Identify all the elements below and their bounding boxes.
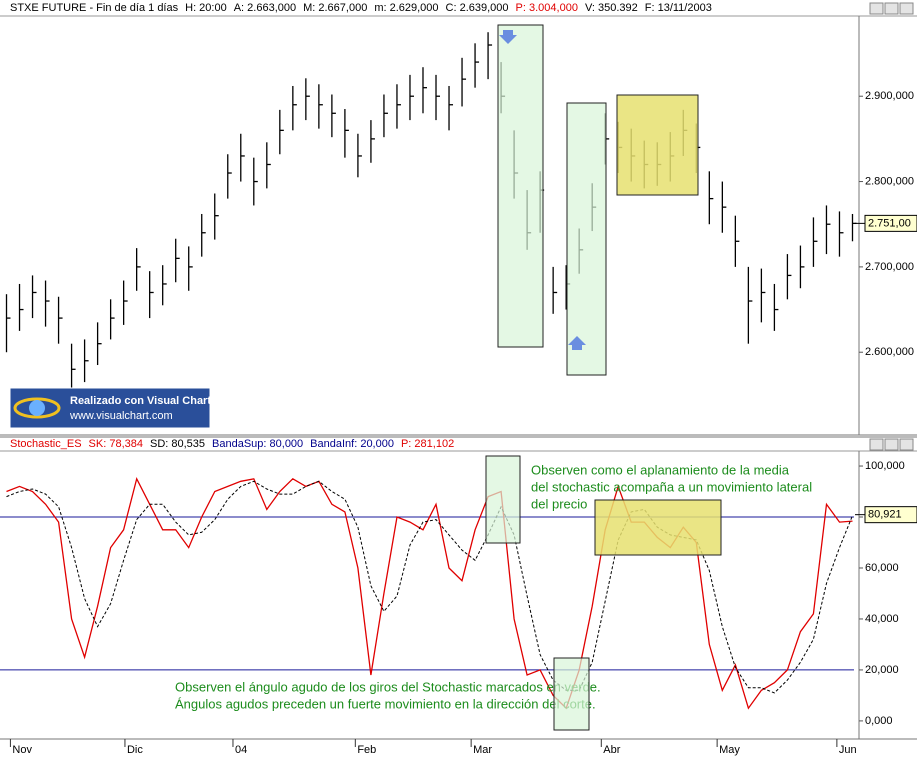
logo-title: Realizado con Visual Chart: [70, 395, 211, 407]
header-item: STXE FUTURE - Fin de día 1 días: [10, 2, 179, 14]
window-buttons[interactable]: [869, 2, 914, 451]
x-tick-label: Mar: [473, 744, 492, 756]
close-button[interactable]: [899, 438, 914, 451]
y-tick-label: 40,000: [865, 613, 899, 625]
maximize-button[interactable]: [884, 2, 899, 15]
y-tick-label: 2.800,000: [865, 175, 914, 187]
header-item: SK: 78,384: [89, 438, 143, 450]
y-tick-label: 2.900,000: [865, 90, 914, 102]
yellow-box: [594, 499, 722, 556]
last-value-box: [864, 214, 917, 232]
x-tick-label: Feb: [357, 744, 376, 756]
green-box: [497, 24, 544, 348]
yellow-box: [616, 94, 699, 196]
x-tick-label: Dic: [127, 744, 143, 756]
x-tick-label: Jun: [839, 744, 857, 756]
header-item: BandaInf: 20,000: [310, 438, 394, 450]
logo-swoosh: [13, 397, 61, 419]
panel-header: STXE FUTURE - Fin de día 1 días H: 20:00 A…: [10, 2, 712, 14]
header-item: F: 13/11/2003: [645, 2, 712, 14]
annotation: del precio: [531, 496, 587, 511]
header-item: SD: 80,535: [150, 438, 205, 450]
header-item: P: 3.004,000: [516, 2, 578, 14]
annotation: Observen como el aplanamiento de la medi…: [531, 462, 790, 477]
minimize-button[interactable]: [869, 438, 884, 451]
maximize-button[interactable]: [884, 438, 899, 451]
down-arrow: [499, 30, 517, 44]
highlight-boxes: [485, 24, 722, 731]
header-item: Stochastic_ES: [10, 438, 82, 450]
series-line: [6, 476, 853, 710]
header-item: H: 20:00: [185, 2, 227, 14]
header-item: BandaSup: 80,000: [212, 438, 303, 450]
y-tick-label: 2.600,000: [865, 346, 914, 358]
y-tick-label: 60,000: [865, 562, 899, 574]
logo-box: [9, 387, 211, 429]
last-value-label: 80,921: [868, 509, 902, 521]
panel-header: Stochastic_ES SK: 78,384 SD: 80,535 BandaSu…: [10, 438, 454, 450]
annotation: Ángulos agudos preceden un fuerte movimi…: [175, 696, 596, 711]
x-tick-label: Abr: [603, 744, 620, 756]
last-value-label: 2.751,00: [868, 217, 911, 229]
y-tick-label: 20,000: [865, 664, 899, 676]
last-value-box: [864, 506, 917, 524]
header-item: C: 2.639,000: [446, 2, 509, 14]
close-button[interactable]: [899, 2, 914, 15]
series-line: [6, 480, 853, 694]
header-item: A: 2.663,000: [234, 2, 296, 14]
y-tick-label: 2.700,000: [865, 261, 914, 273]
minimize-button[interactable]: [869, 2, 884, 15]
header-item: m: 2.629,000: [374, 2, 438, 14]
annotation: del stochastic acompaña a un movimiento …: [531, 479, 812, 494]
up-arrow: [568, 336, 586, 350]
header-item: M: 2.667,000: [303, 2, 367, 14]
logo-url: www.visualchart.com: [69, 410, 173, 422]
x-tick-label: Nov: [12, 744, 32, 756]
green-box: [566, 102, 607, 376]
annotation: Observen el ángulo agudo de los giros de…: [175, 679, 601, 694]
y-tick-label: 0,000: [865, 715, 893, 727]
logo-globe: [29, 400, 45, 416]
header-item: V: 350.392: [585, 2, 638, 14]
green-box: [485, 455, 521, 544]
x-tick-label: May: [719, 744, 740, 756]
header-item: P: 281,102: [401, 438, 454, 450]
green-box: [553, 657, 590, 731]
y-tick-label: 100,000: [865, 460, 905, 472]
x-tick-label: 04: [235, 744, 247, 756]
logo: Realizado con Visual Chart www.visualchar…: [9, 387, 211, 429]
